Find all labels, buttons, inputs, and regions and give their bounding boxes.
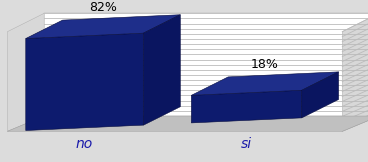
Polygon shape xyxy=(26,33,144,131)
Polygon shape xyxy=(302,72,339,118)
Polygon shape xyxy=(191,90,302,123)
Polygon shape xyxy=(44,13,368,116)
Polygon shape xyxy=(144,15,180,125)
Text: 18%: 18% xyxy=(251,58,279,71)
Text: si: si xyxy=(241,138,252,151)
Text: 82%: 82% xyxy=(89,1,117,14)
Polygon shape xyxy=(7,116,368,131)
Polygon shape xyxy=(7,13,44,131)
Polygon shape xyxy=(191,72,339,95)
Text: no: no xyxy=(76,138,93,151)
Polygon shape xyxy=(26,15,180,39)
Polygon shape xyxy=(342,13,368,131)
